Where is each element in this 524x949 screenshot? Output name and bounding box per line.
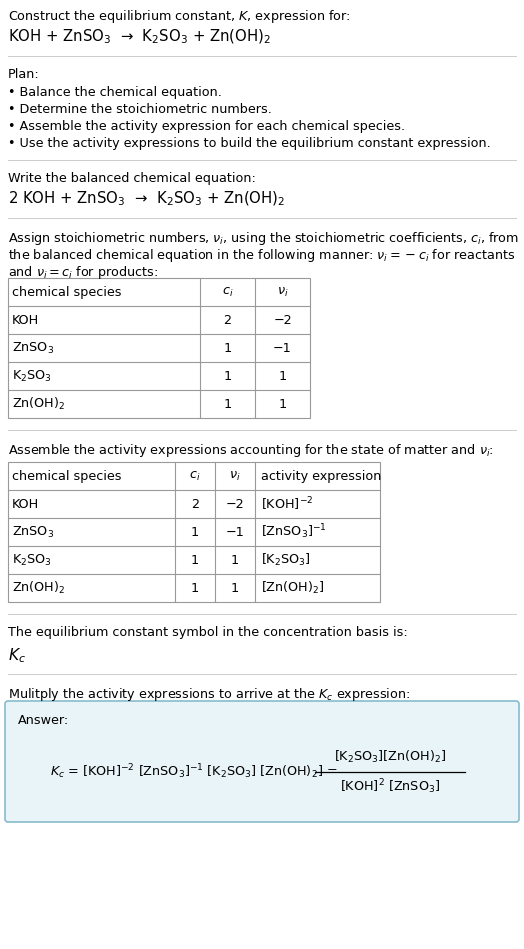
Text: 1: 1: [231, 553, 239, 567]
Text: • Use the activity expressions to build the equilibrium constant expression.: • Use the activity expressions to build …: [8, 137, 491, 150]
Text: −2: −2: [226, 497, 244, 511]
Text: K$_2$SO$_3$: K$_2$SO$_3$: [12, 368, 52, 383]
Text: • Assemble the activity expression for each chemical species.: • Assemble the activity expression for e…: [8, 120, 405, 133]
Text: [KOH]$^2$ [ZnSO$_3$]: [KOH]$^2$ [ZnSO$_3$]: [340, 777, 440, 796]
Text: $\nu_i$: $\nu_i$: [277, 286, 288, 299]
Text: −1: −1: [273, 342, 292, 355]
Text: 1: 1: [223, 398, 232, 411]
Text: ZnSO$_3$: ZnSO$_3$: [12, 341, 54, 356]
Text: 2 KOH + ZnSO$_3$  →  K$_2$SO$_3$ + Zn(OH)$_2$: 2 KOH + ZnSO$_3$ → K$_2$SO$_3$ + Zn(OH)$…: [8, 190, 285, 209]
Text: 2: 2: [191, 497, 199, 511]
Text: [K$_2$SO$_3$]: [K$_2$SO$_3$]: [261, 552, 311, 568]
Text: 1: 1: [278, 369, 287, 382]
Text: KOH + ZnSO$_3$  →  K$_2$SO$_3$ + Zn(OH)$_2$: KOH + ZnSO$_3$ → K$_2$SO$_3$ + Zn(OH)$_2…: [8, 28, 271, 47]
Text: Mulitply the activity expressions to arrive at the $K_c$ expression:: Mulitply the activity expressions to arr…: [8, 686, 410, 703]
Text: • Balance the chemical equation.: • Balance the chemical equation.: [8, 86, 222, 99]
Text: [KOH]$^{-2}$: [KOH]$^{-2}$: [261, 495, 313, 512]
Text: 1: 1: [223, 342, 232, 355]
Text: Answer:: Answer:: [18, 714, 69, 727]
Text: KOH: KOH: [12, 497, 39, 511]
Text: Assign stoichiometric numbers, $\nu_i$, using the stoichiometric coefficients, $: Assign stoichiometric numbers, $\nu_i$, …: [8, 230, 519, 247]
Text: 1: 1: [223, 369, 232, 382]
Text: Assemble the activity expressions accounting for the state of matter and $\nu_i$: Assemble the activity expressions accoun…: [8, 442, 494, 459]
Text: [ZnSO$_3$]$^{-1}$: [ZnSO$_3$]$^{-1}$: [261, 523, 326, 541]
Text: 1: 1: [191, 582, 199, 594]
Text: $K_c$: $K_c$: [8, 646, 26, 664]
Text: [Zn(OH)$_2$]: [Zn(OH)$_2$]: [261, 580, 324, 596]
Text: 2: 2: [224, 313, 232, 326]
Text: 1: 1: [191, 553, 199, 567]
Text: [K$_2$SO$_3$][Zn(OH)$_2$]: [K$_2$SO$_3$][Zn(OH)$_2$]: [334, 749, 446, 765]
Text: chemical species: chemical species: [12, 286, 122, 299]
Text: −1: −1: [226, 526, 244, 538]
Text: ZnSO$_3$: ZnSO$_3$: [12, 525, 54, 540]
Text: chemical species: chemical species: [12, 470, 122, 482]
Text: Zn(OH)$_2$: Zn(OH)$_2$: [12, 396, 66, 412]
FancyBboxPatch shape: [5, 701, 519, 822]
Text: KOH: KOH: [12, 313, 39, 326]
Text: $c_i$: $c_i$: [222, 286, 233, 299]
Text: Write the balanced chemical equation:: Write the balanced chemical equation:: [8, 172, 256, 185]
Text: the balanced chemical equation in the following manner: $\nu_i = -c_i$ for react: the balanced chemical equation in the fo…: [8, 247, 516, 264]
Text: activity expression: activity expression: [261, 470, 381, 482]
Text: Construct the equilibrium constant, $K$, expression for:: Construct the equilibrium constant, $K$,…: [8, 8, 351, 25]
Text: $K_c$ = [KOH]$^{-2}$ [ZnSO$_3$]$^{-1}$ [K$_2$SO$_3$] [Zn(OH)$_2$] =: $K_c$ = [KOH]$^{-2}$ [ZnSO$_3$]$^{-1}$ […: [50, 763, 337, 781]
Text: Zn(OH)$_2$: Zn(OH)$_2$: [12, 580, 66, 596]
Text: $\nu_i$: $\nu_i$: [229, 470, 241, 482]
Text: • Determine the stoichiometric numbers.: • Determine the stoichiometric numbers.: [8, 103, 272, 116]
Text: K$_2$SO$_3$: K$_2$SO$_3$: [12, 552, 52, 568]
Text: and $\nu_i = c_i$ for products:: and $\nu_i = c_i$ for products:: [8, 264, 158, 281]
Bar: [8, 462, 380, 602]
Text: 1: 1: [278, 398, 287, 411]
Text: The equilibrium constant symbol in the concentration basis is:: The equilibrium constant symbol in the c…: [8, 626, 408, 639]
Text: 1: 1: [191, 526, 199, 538]
Text: 1: 1: [231, 582, 239, 594]
Text: −2: −2: [273, 313, 292, 326]
Text: $c_i$: $c_i$: [189, 470, 201, 482]
Bar: [8, 278, 310, 418]
Text: Plan:: Plan:: [8, 68, 40, 81]
